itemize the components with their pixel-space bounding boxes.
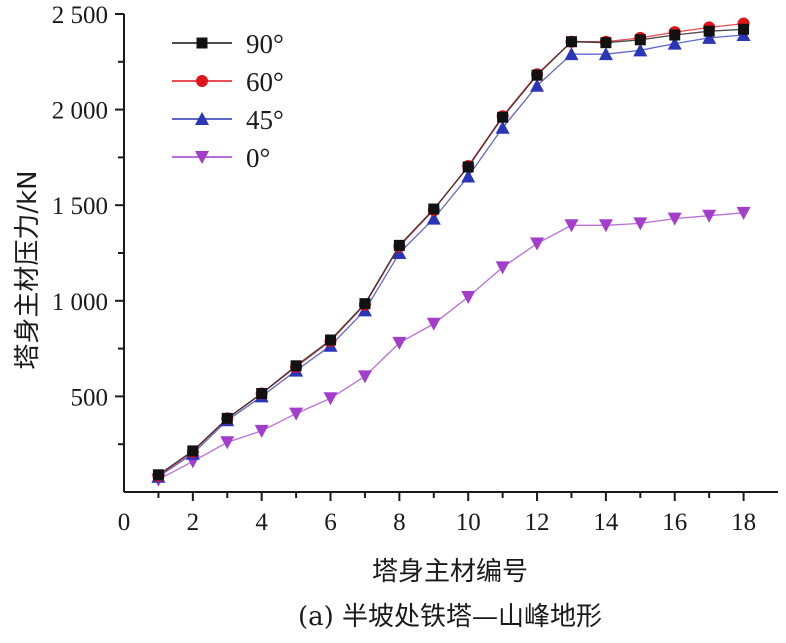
data-point [736, 206, 751, 220]
figure-caption: (a) 半坡处铁塔—山峰地形 [298, 602, 602, 632]
x-tick-label: 18 [731, 509, 756, 536]
data-point [564, 219, 579, 233]
data-point [669, 29, 681, 41]
x-tick-label: 0 [118, 509, 131, 536]
data-point [598, 219, 613, 233]
x-tick-label: 14 [593, 509, 619, 536]
data-point [325, 334, 337, 346]
series-2 [151, 28, 751, 483]
data-point [633, 43, 648, 57]
data-point [357, 370, 372, 384]
series-line [158, 34, 744, 478]
data-point [462, 161, 474, 173]
legend-label: 60° [246, 67, 284, 97]
y-tick-label: 500 [71, 384, 109, 411]
x-axis-title: 塔身主材编号 [372, 557, 528, 587]
x-tick-label: 12 [525, 509, 550, 536]
data-point [426, 211, 441, 225]
data-point [703, 25, 715, 37]
legend-marker [195, 112, 209, 125]
data-point [600, 37, 612, 49]
data-point [323, 392, 338, 406]
data-point [531, 69, 543, 81]
series-layer [151, 17, 751, 487]
y-axis-title: 塔身主材压力/kN [13, 170, 43, 369]
data-point [256, 388, 268, 400]
data-point [633, 217, 648, 231]
data-point [565, 36, 577, 48]
y-tick-label: 2 500 [52, 2, 108, 29]
data-point [634, 34, 646, 46]
data-point [461, 290, 476, 304]
data-point [221, 412, 233, 424]
data-point [738, 23, 750, 35]
data-point [359, 298, 371, 310]
x-tick-label: 6 [324, 509, 337, 536]
data-point [564, 47, 579, 61]
x-tick-label: 2 [187, 509, 200, 536]
legend-item-2: 45° [172, 105, 284, 135]
y-tick-label: 1 000 [52, 289, 108, 316]
data-point [428, 203, 440, 215]
series-line [158, 28, 744, 476]
legend: 90° 60° 45° 0° [172, 29, 284, 173]
legend-item-1: 60° [172, 67, 284, 97]
data-point [702, 30, 717, 44]
data-point [392, 336, 407, 350]
legend-label: 45° [246, 105, 284, 135]
data-point [220, 436, 235, 450]
data-point [667, 212, 682, 226]
data-point [393, 239, 405, 251]
data-point [187, 445, 199, 457]
series-3 [151, 206, 751, 487]
data-point [254, 424, 269, 438]
legend-item-3: 0° [172, 143, 270, 173]
axes: 0 2 4 6 8 10 12 14 16 18 500 1 000 1 500 2 000 2 500 [52, 2, 778, 536]
legend-label: 90° [246, 29, 284, 59]
series-0 [152, 23, 750, 481]
x-tick-label: 4 [255, 509, 268, 536]
data-point [461, 169, 476, 183]
series-line [158, 212, 744, 481]
data-point [667, 36, 682, 50]
x-tick-label: 16 [662, 509, 687, 536]
y-tick-label: 2 000 [52, 98, 108, 125]
legend-item-0: 90° [172, 29, 284, 59]
data-point [702, 209, 717, 223]
data-point [530, 78, 545, 92]
data-point [598, 47, 613, 61]
legend-label: 0° [246, 143, 270, 173]
legend-marker [196, 75, 208, 87]
x-tick-label: 10 [456, 509, 481, 536]
data-point [530, 237, 545, 251]
data-point [495, 261, 510, 275]
data-point [426, 317, 441, 331]
x-tick-label: 8 [393, 509, 406, 536]
series-1 [152, 17, 750, 482]
data-point [290, 360, 302, 372]
y-tick-label: 1 500 [52, 193, 108, 220]
data-point [289, 407, 304, 421]
data-point [495, 120, 510, 134]
legend-marker [196, 37, 208, 49]
data-point [392, 246, 407, 259]
data-point [152, 469, 164, 481]
data-point [497, 111, 509, 123]
legend-marker [195, 151, 209, 164]
